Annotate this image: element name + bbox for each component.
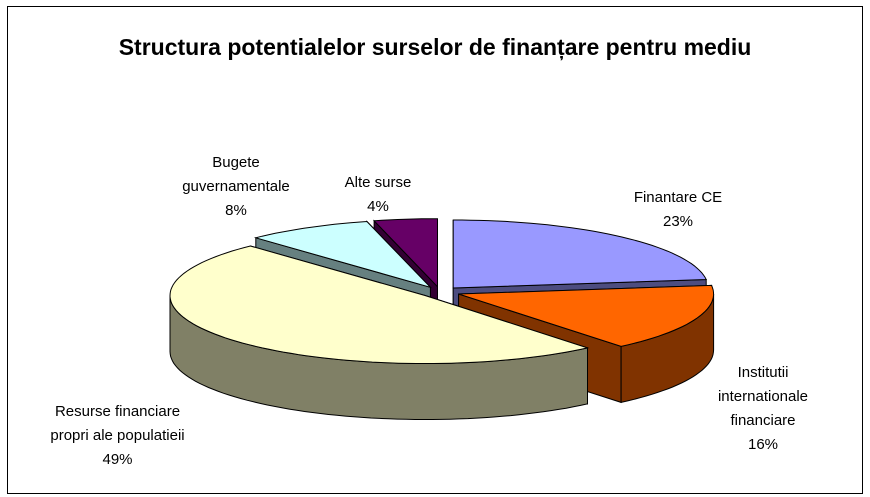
category-label: Bugete guvernamentale — [182, 154, 290, 195]
slice — [372, 218, 438, 288]
category-label: Resurse financiare propri ale populatiei… — [50, 403, 185, 444]
value-label: 8% — [225, 202, 247, 219]
value-label: 23% — [662, 213, 694, 230]
chart-frame — [7, 6, 863, 494]
slice — [458, 284, 715, 347]
chart-title: Structura potentialelor surselor de fina… — [118, 34, 752, 60]
data-label: Institutii internationale financiare 16% — [708, 361, 818, 457]
category-label: Finantare CE — [633, 189, 723, 206]
data-label: Finantare CE 23% — [608, 186, 748, 234]
value-label: 16% — [747, 436, 779, 453]
data-label: Alte surse 4% — [328, 171, 428, 219]
slice — [452, 219, 708, 289]
category-label: Alte surse — [344, 174, 412, 191]
value-label: 4% — [367, 198, 389, 215]
category-label: Institutii internationale financiare — [717, 364, 809, 429]
data-label: Resurse financiare propri ale populatiei… — [50, 400, 185, 472]
slice — [169, 245, 590, 364]
value-label: 49% — [102, 451, 133, 468]
data-label: Bugete guvernamentale 8% — [171, 151, 301, 223]
slice — [253, 220, 433, 289]
